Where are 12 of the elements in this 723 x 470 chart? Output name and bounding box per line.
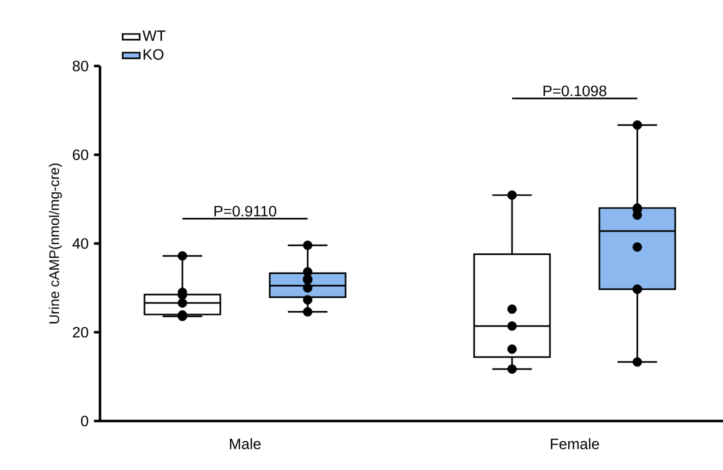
x-tick-label: Male xyxy=(230,438,261,450)
y-tick-label: 80 xyxy=(72,60,88,72)
annotation: P=0.1098 xyxy=(544,86,606,96)
y-axis-title: Urine cAMP(nmol/mg-cre) xyxy=(48,164,62,324)
legend-label: KO xyxy=(144,49,164,60)
annotation: P=0.9110 xyxy=(214,206,276,216)
legend-label: WT xyxy=(142,30,166,41)
y-tick-label: 60 xyxy=(72,149,88,160)
y-tick-label: 0 xyxy=(81,416,88,426)
y-tick-label: 20 xyxy=(72,326,88,338)
x-tick-label: Female xyxy=(550,438,600,450)
y-tick-label: 40 xyxy=(72,238,88,249)
